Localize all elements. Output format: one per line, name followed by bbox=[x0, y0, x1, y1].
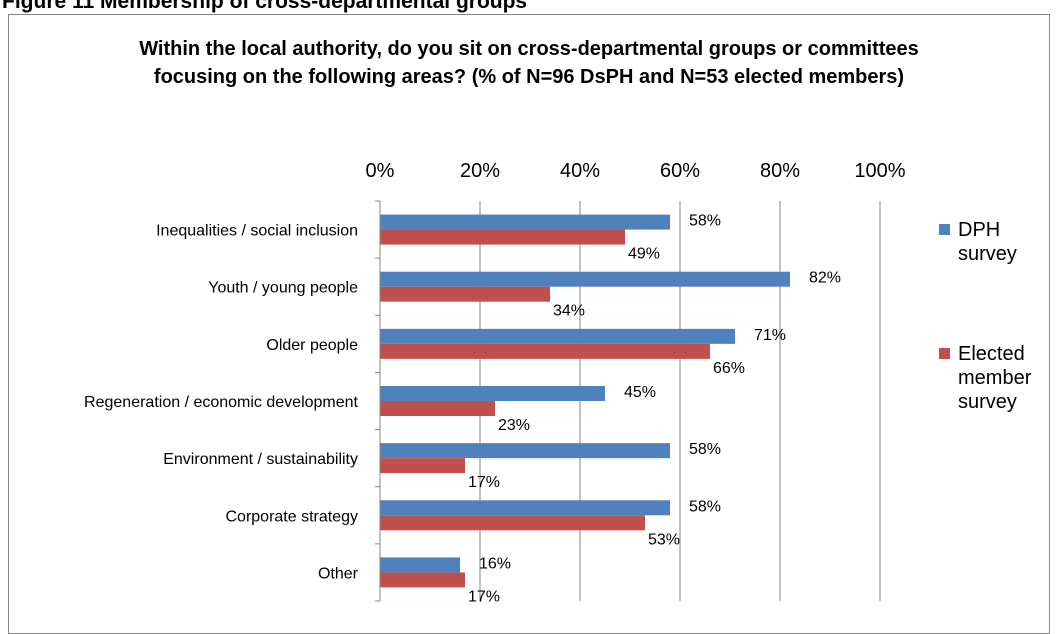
x-tick-label-2: 40% bbox=[560, 160, 600, 182]
legend-label-elected-member: Elected member survey bbox=[958, 343, 1032, 413]
bar-dph-0 bbox=[380, 214, 670, 230]
data-label-dph-3: 45% bbox=[624, 384, 656, 401]
x-tick-label-3: 60% bbox=[660, 160, 700, 182]
x-tick-label-1: 20% bbox=[460, 160, 500, 182]
bar-dph-2 bbox=[380, 328, 735, 344]
data-label-dph-4: 58% bbox=[689, 441, 721, 458]
category-label-3: Regeneration / economic development bbox=[84, 394, 359, 411]
legend-label-dph: DPH survey bbox=[958, 219, 1017, 265]
category-label-4: Environment / sustainability bbox=[163, 451, 358, 468]
legend-item-dph: DPH survey bbox=[939, 218, 1050, 266]
data-label-dph-0: 58% bbox=[689, 213, 721, 230]
figure-caption-text: Figure 11 Membership of cross-department… bbox=[2, 0, 528, 13]
x-tick-label-4: 80% bbox=[760, 160, 800, 182]
bar-dph-3 bbox=[380, 386, 605, 401]
bar-elected-4 bbox=[380, 458, 465, 474]
legend-item-elected-member: Elected member survey bbox=[939, 342, 1050, 414]
data-label-elected-6: 17% bbox=[468, 588, 500, 605]
legend-swatch-elected-member bbox=[939, 348, 950, 359]
data-label-elected-3: 23% bbox=[498, 417, 530, 434]
chart-title: Within the local authority, do you sit o… bbox=[139, 38, 919, 88]
bar-elected-2 bbox=[380, 343, 710, 359]
bar-elected-6 bbox=[380, 572, 465, 588]
bar-dph-5 bbox=[380, 500, 670, 516]
data-label-elected-0: 49% bbox=[628, 246, 660, 263]
data-label-dph-5: 58% bbox=[689, 498, 721, 515]
bar-dph-4 bbox=[380, 443, 670, 459]
data-label-dph-2: 71% bbox=[754, 327, 786, 344]
bar-elected-0 bbox=[380, 229, 625, 245]
x-tick-label-5: 100% bbox=[854, 160, 905, 182]
data-label-elected-1: 34% bbox=[553, 303, 585, 320]
figure-caption: Figure 11 Membership of cross-department… bbox=[0, 0, 1058, 14]
data-label-elected-5: 53% bbox=[648, 531, 680, 548]
category-label-0: Inequalities / social inclusion bbox=[156, 223, 358, 240]
data-label-elected-2: 66% bbox=[713, 360, 745, 377]
category-label-5: Corporate strategy bbox=[225, 508, 358, 525]
category-label-6: Other bbox=[318, 565, 359, 582]
data-label-dph-1: 82% bbox=[809, 270, 841, 287]
category-label-2: Older people bbox=[266, 337, 358, 354]
x-tick-label-0: 0% bbox=[366, 160, 395, 182]
data-label-elected-4: 17% bbox=[468, 474, 500, 491]
bar-dph-6 bbox=[380, 557, 460, 573]
category-label-1: Youth / young people bbox=[208, 280, 358, 297]
legend-swatch-dph bbox=[939, 224, 950, 235]
bar-elected-1 bbox=[380, 286, 550, 302]
chart-area: Within the local authority, do you sit o… bbox=[8, 14, 1050, 634]
bar-dph-1 bbox=[380, 271, 790, 287]
bar-elected-5 bbox=[380, 515, 645, 531]
bar-elected-3 bbox=[380, 401, 495, 416]
data-label-dph-6: 16% bbox=[479, 555, 511, 572]
bar-chart-plot: 0% 20% 40% 60% 80% 100% Inequalities / social … bbox=[84, 160, 906, 605]
